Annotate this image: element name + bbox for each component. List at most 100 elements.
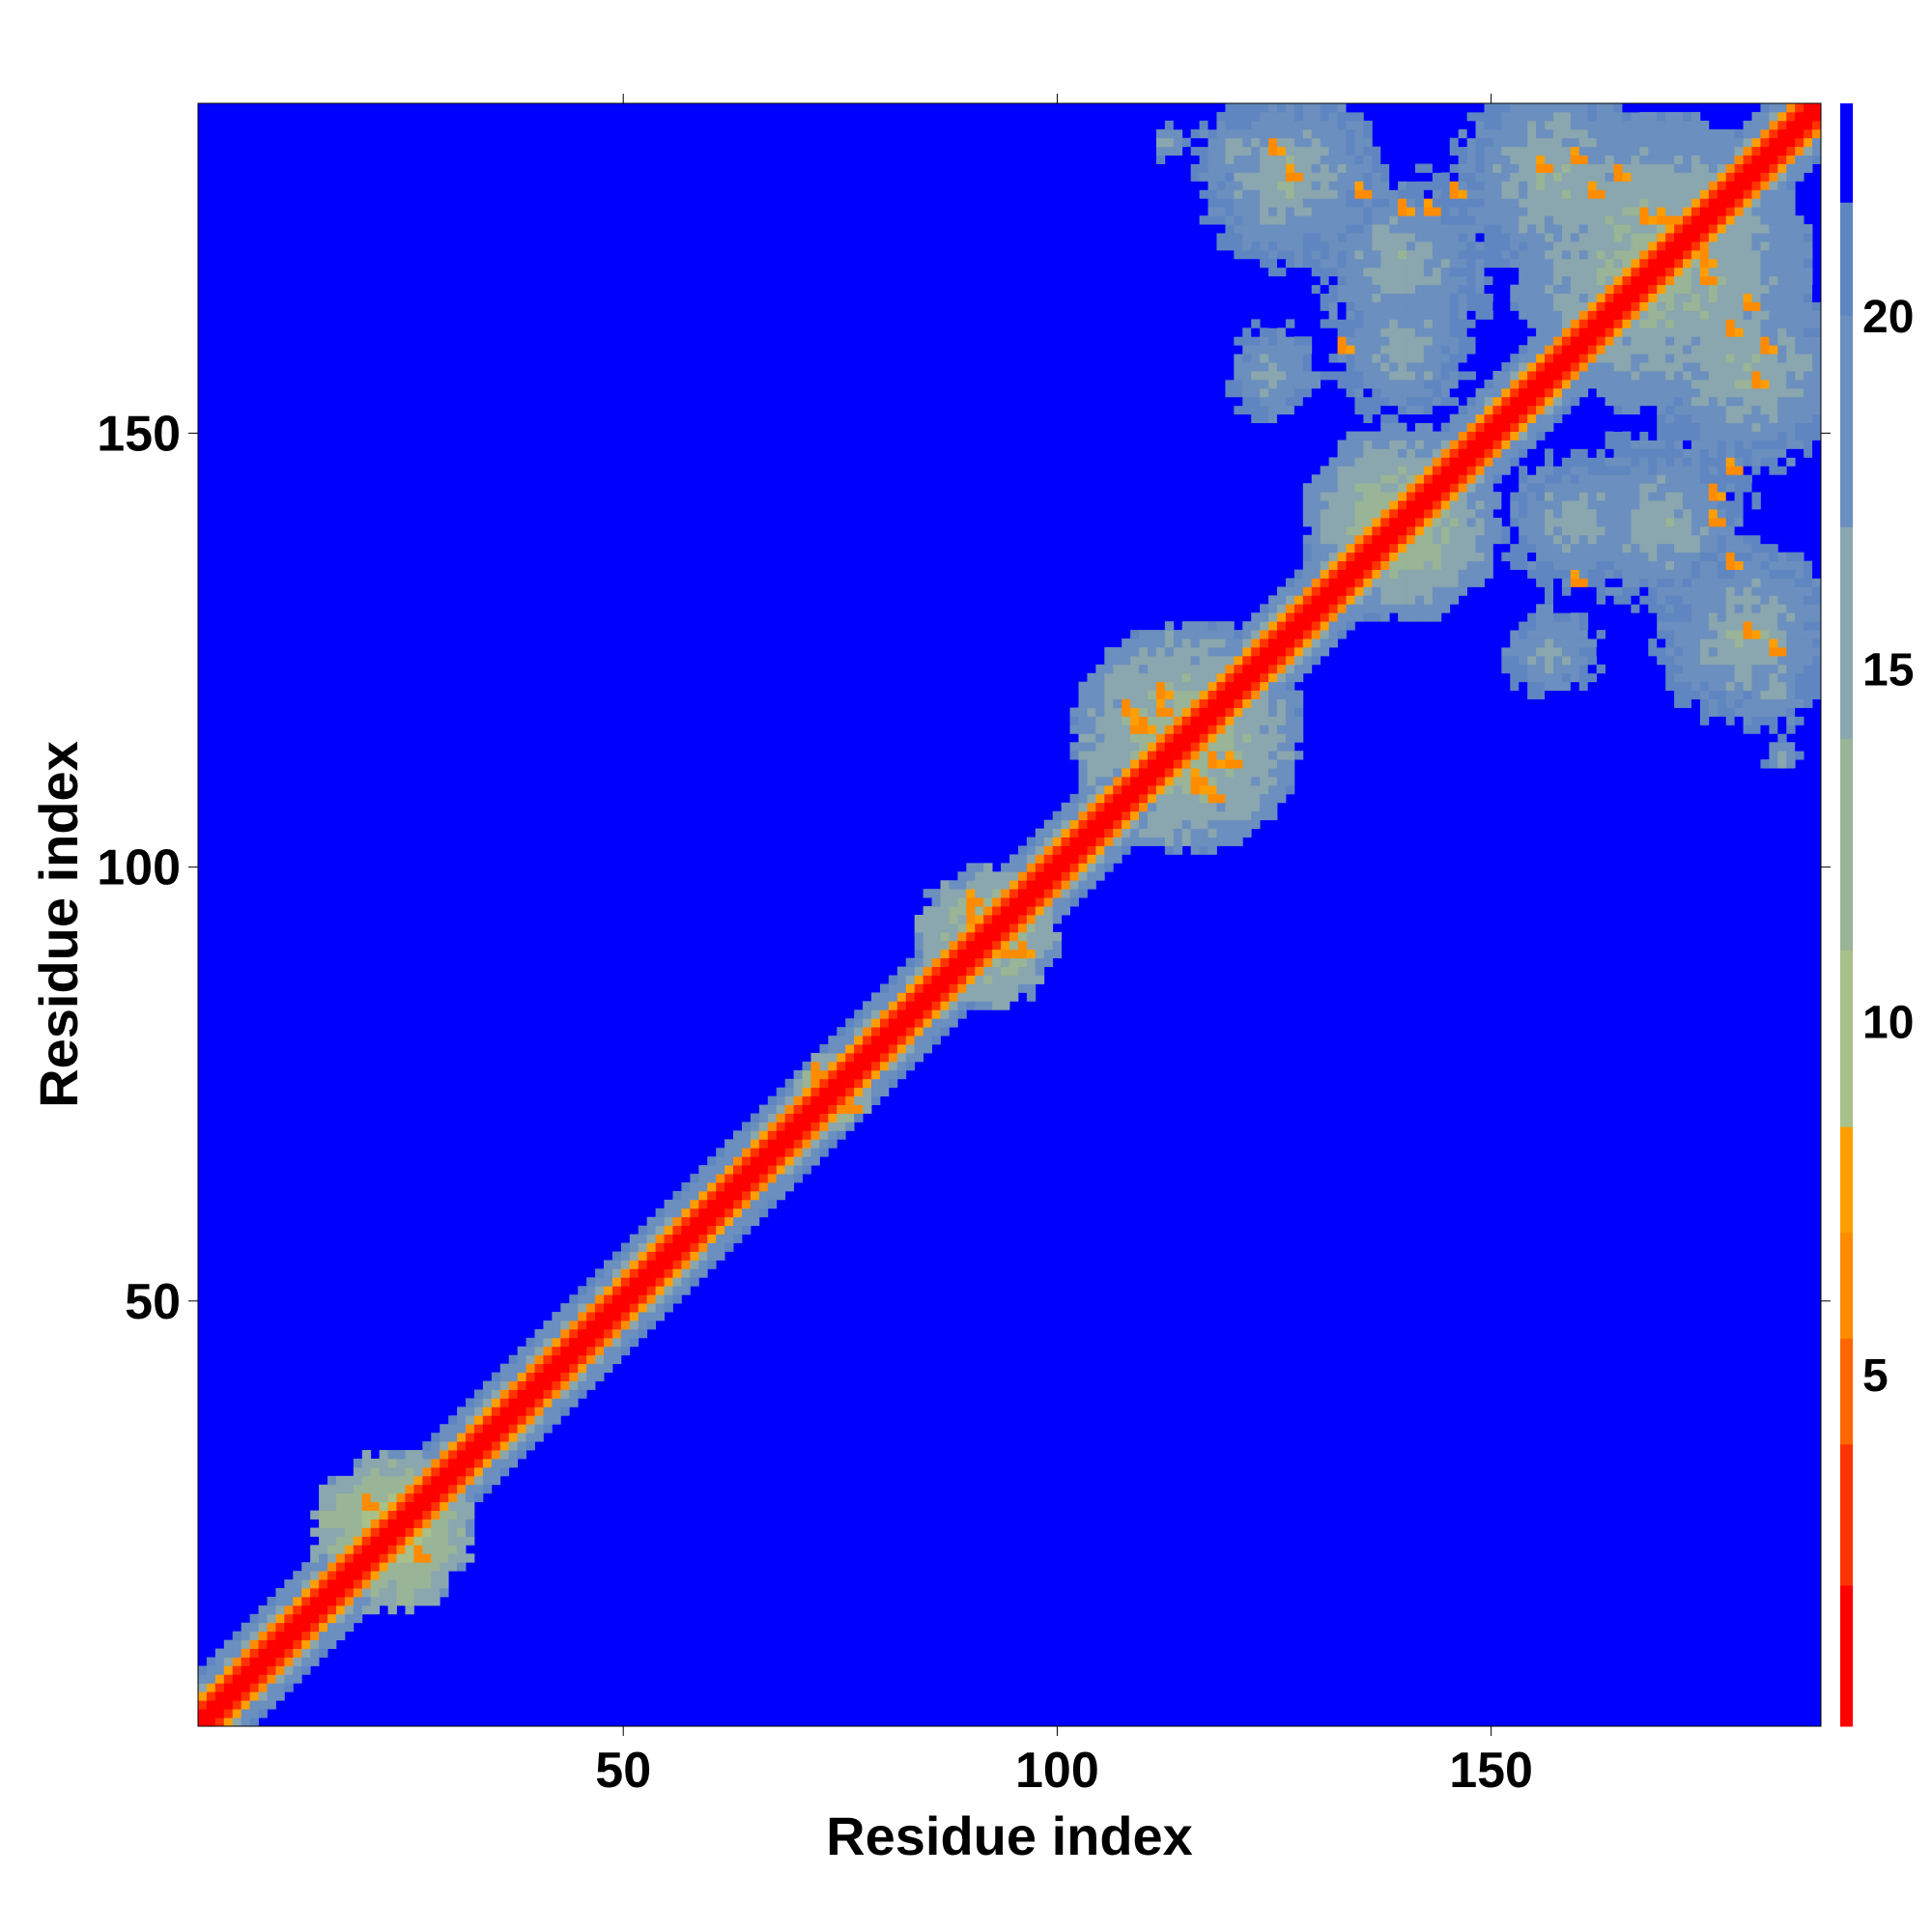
- heatmap-cell: [1501, 207, 1511, 216]
- heatmap-cell: [1423, 534, 1434, 545]
- heatmap-cell: [1181, 621, 1192, 631]
- heatmap-cell: [1354, 466, 1364, 475]
- heatmap-cell: [1302, 181, 1313, 190]
- heatmap-cell: [1251, 387, 1261, 398]
- heatmap-cell: [1354, 319, 1364, 328]
- heatmap-cell: [966, 1001, 976, 1010]
- heatmap-cell: [1657, 189, 1666, 199]
- heatmap-cell: [1190, 163, 1200, 173]
- heatmap-cell: [1458, 569, 1468, 579]
- heatmap-cell: [1147, 751, 1157, 760]
- heatmap-cell: [1545, 267, 1554, 277]
- heatmap-cell: [1570, 466, 1580, 475]
- heatmap-cell: [1181, 751, 1192, 760]
- heatmap-cell: [1561, 354, 1572, 363]
- heatmap-cell: [1311, 155, 1321, 164]
- heatmap-cell: [1242, 724, 1252, 734]
- heatmap-cell: [267, 1700, 276, 1710]
- heatmap-cell: [1293, 267, 1304, 277]
- heatmap-cell: [586, 1312, 596, 1321]
- heatmap-cell: [1043, 819, 1054, 830]
- heatmap-cell: [396, 1519, 406, 1528]
- heatmap-cell: [293, 1674, 302, 1684]
- heatmap-cell: [1648, 396, 1658, 407]
- heatmap-cell: [1277, 155, 1287, 164]
- heatmap-cell: [1665, 362, 1675, 372]
- heatmap-cell: [1501, 371, 1511, 381]
- heatmap-cell: [776, 1165, 786, 1175]
- heatmap-cell: [1648, 483, 1658, 493]
- heatmap-cell: [733, 1182, 743, 1192]
- heatmap-cell: [1519, 198, 1528, 208]
- heatmap-cell: [1389, 249, 1399, 260]
- heatmap-cell: [1293, 103, 1304, 113]
- heatmap-cell: [1631, 396, 1640, 407]
- heatmap-cell: [482, 1380, 493, 1390]
- heatmap-cell: [1501, 448, 1511, 458]
- heatmap-cell: [466, 1433, 475, 1442]
- heatmap-cell: [1293, 207, 1304, 216]
- heatmap-cell: [1458, 448, 1468, 458]
- heatmap-cell: [1225, 751, 1235, 760]
- heatmap-cell: [1605, 440, 1614, 449]
- heatmap-cell: [1363, 440, 1373, 449]
- heatmap-cell: [1260, 413, 1269, 424]
- heatmap-cell: [578, 1363, 587, 1374]
- heatmap-cell: [1631, 362, 1640, 372]
- heatmap-cell: [466, 1484, 475, 1494]
- heatmap-cell: [1648, 128, 1658, 139]
- heatmap-cell: [1311, 241, 1321, 251]
- heatmap-cell: [1225, 664, 1235, 674]
- heatmap-cell: [1578, 509, 1589, 519]
- heatmap-cell: [802, 1087, 811, 1097]
- heatmap-cell: [422, 1450, 432, 1460]
- heatmap-cell: [1639, 249, 1649, 260]
- heatmap-cell: [1216, 759, 1226, 769]
- heatmap-cell: [275, 1665, 285, 1675]
- heatmap-cell: [1415, 362, 1425, 372]
- heatmap-cell: [1665, 655, 1675, 666]
- heatmap-cell: [1320, 215, 1330, 225]
- heatmap-cell: [1234, 396, 1243, 407]
- heatmap-cell: [1328, 354, 1338, 363]
- heatmap-cell: [1104, 690, 1114, 699]
- heatmap-cell: [1251, 198, 1261, 208]
- heatmap-cell: [655, 1216, 665, 1227]
- heatmap-cell: [1536, 310, 1546, 320]
- heatmap-cell: [1578, 543, 1589, 554]
- heatmap-cell: [1475, 310, 1485, 320]
- heatmap-cell: [1173, 655, 1183, 666]
- heatmap-cell: [793, 1156, 803, 1166]
- heatmap-cell: [1087, 733, 1096, 743]
- heatmap-cell: [1139, 828, 1149, 838]
- heatmap-cell: [1208, 672, 1217, 683]
- heatmap-cell: [508, 1398, 519, 1407]
- heatmap-cell: [396, 1527, 406, 1537]
- heatmap-cell: [1225, 224, 1235, 234]
- heatmap-cell: [422, 1527, 432, 1537]
- heatmap-cell: [1492, 207, 1502, 216]
- heatmap-cell: [457, 1562, 467, 1572]
- heatmap-cell: [1648, 284, 1658, 294]
- heatmap-cell: [335, 1631, 346, 1641]
- heatmap-cell: [440, 1536, 449, 1546]
- heatmap-cell: [1657, 241, 1666, 251]
- heatmap-cell: [1648, 500, 1658, 510]
- heatmap-cell: [1061, 854, 1070, 864]
- heatmap-cell: [1432, 319, 1442, 328]
- heatmap-cell: [1328, 111, 1338, 122]
- heatmap-cell: [1648, 534, 1658, 545]
- heatmap-cell: [1432, 534, 1442, 545]
- heatmap-cell: [1372, 526, 1381, 536]
- heatmap-cell: [1484, 492, 1493, 501]
- heatmap-cell: [1578, 233, 1589, 242]
- heatmap-cell: [1458, 371, 1468, 381]
- heatmap-cell: [1242, 336, 1252, 346]
- heatmap-cell: [1552, 405, 1563, 415]
- heatmap-cell: [698, 1208, 708, 1218]
- heatmap-cell: [1545, 569, 1554, 579]
- heatmap-cell: [1475, 578, 1485, 587]
- heatmap-cell: [1346, 586, 1355, 596]
- heatmap-cell: [1234, 362, 1243, 372]
- heatmap-cell: [1639, 327, 1649, 337]
